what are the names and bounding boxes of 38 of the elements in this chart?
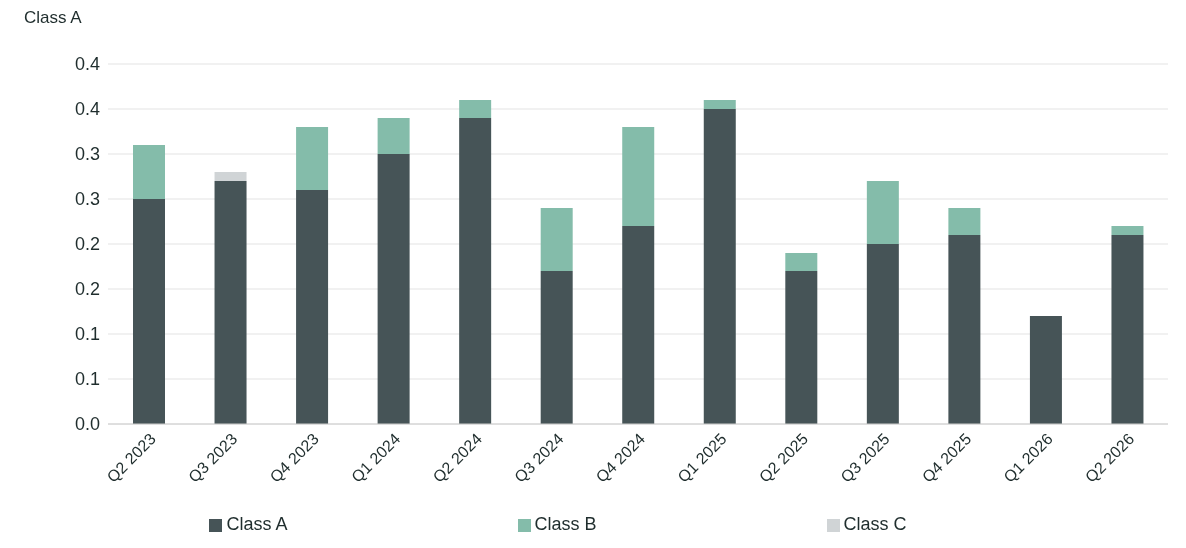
bar [622, 226, 655, 424]
bar [866, 181, 899, 244]
y-tick-label: 0.4 [74, 99, 100, 120]
legend-label: Class C [843, 514, 907, 534]
y-tick-label: 0.0 [74, 414, 100, 435]
y-tick-label: 0.1 [74, 324, 100, 345]
bar [214, 181, 247, 424]
bar [540, 208, 573, 271]
legend-label: Class A [226, 514, 288, 534]
bar [296, 127, 329, 190]
y-tick-label: 0.2 [74, 279, 100, 300]
bar [459, 100, 492, 118]
legend-label: Class B [534, 514, 597, 534]
y-tick-label: 0.2 [74, 234, 100, 255]
bar [785, 253, 818, 271]
bar [133, 199, 165, 424]
bar [1111, 235, 1144, 424]
y-tick-label: 0.3 [74, 189, 100, 210]
y-tick-label: 0.1 [74, 369, 100, 390]
bar [948, 235, 981, 424]
bar [785, 271, 818, 424]
bar [1111, 226, 1144, 235]
bar [214, 172, 247, 181]
bar [866, 244, 899, 424]
bar [296, 190, 329, 424]
bar [133, 145, 165, 199]
y-axis-title: Class A [24, 8, 82, 28]
y-tick-label: 0.3 [74, 144, 100, 165]
bar [459, 118, 492, 424]
bar [1029, 316, 1062, 424]
bar [377, 154, 410, 424]
bar [703, 100, 736, 109]
bar [622, 127, 655, 226]
y-tick-label: 0.4 [74, 54, 100, 75]
bar [377, 118, 410, 154]
bar [703, 109, 736, 424]
bar [540, 271, 573, 424]
bar [948, 208, 981, 235]
